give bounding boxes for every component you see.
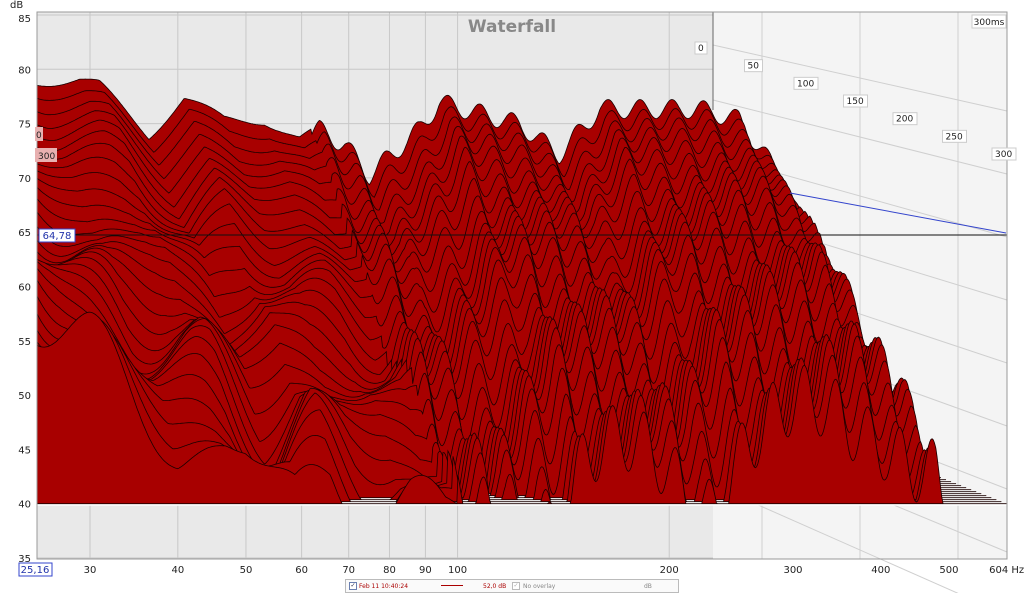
measurement-name[interactable]: Feb 11 10:40:24 [359,582,409,590]
left-time-label-0: 0 [36,131,42,141]
y-tick-label: 55 [18,337,31,348]
x-tick-label: 80 [383,565,396,576]
y-cursor-readout: 64,78 [43,231,72,242]
overlay-checkbox[interactable]: ✓ [512,582,520,590]
x-tick-label: 200 [660,565,679,576]
y-tick-label: 70 [18,174,31,185]
side-grid-line [712,99,1008,175]
y-cursor-readout-box [38,228,76,243]
x-tick-label: 50 [240,565,253,576]
time-tick-box [694,41,708,55]
trace-color-swatch [441,585,463,586]
time-tick-label: 300 [995,150,1012,160]
time-tick-box [843,94,868,108]
time-tick-box [991,147,1017,161]
y-tick-label: 65 [18,228,31,239]
slice-floor [37,501,1002,504]
left-time-label-box [35,148,57,162]
y-tick-label: 60 [18,283,31,294]
y-tick-label: 45 [18,445,31,456]
y-axis-label: dB [10,0,23,11]
slice-floor [37,499,997,502]
left-time-label-300: 300 [38,152,55,162]
y-tick-label: 85 [18,14,31,25]
time-tick-box [744,59,763,73]
time-tick-label: 100 [797,79,814,89]
x-tick-label: 500 [939,565,958,576]
side-grid-line [712,44,1008,112]
x-tick-label: 604 Hz [989,565,1024,576]
left-time-label-box [35,127,43,141]
cursor-projection-line [789,192,1007,234]
x-tick-label: 100 [448,565,467,576]
plot-frame [36,11,1008,560]
time-tick-label: 150 [847,97,864,107]
slice-floor [37,503,1007,506]
time-tick-label: 250 [946,132,963,142]
x-tick-label: 60 [295,565,308,576]
overlay-label: No overlay [523,582,556,590]
waterfall-slice [37,311,1007,505]
y-tick-label: 40 [18,500,31,511]
y-tick-label: 80 [18,65,31,76]
time-tick-box [892,112,918,126]
measurement-checkbox[interactable]: ✓ [349,582,357,590]
slices [37,78,1007,506]
x-tick-label: 70 [342,565,355,576]
time-range-label: 300ms [974,18,1005,28]
x-tick-label: 400 [871,565,890,576]
time-tick-label: 0 [698,44,704,54]
x-tick-label: 90 [419,565,432,576]
legend-bar: ✓ Feb 11 10:40:24 52,0 dB ✓ No overlay d… [345,579,679,593]
y-tick-label: 50 [18,391,31,402]
x-cursor-readout: 25,16 [21,565,50,576]
time-tick-label: 50 [748,62,760,72]
chart-title: Waterfall [468,17,556,37]
time-tick-label: 200 [896,115,913,125]
y-tick-label: 75 [18,120,31,131]
time-tick-box [942,129,967,143]
x-cursor-readout-box [18,562,53,577]
x-tick-label: 300 [783,565,802,576]
time-tick-box [793,76,819,90]
x-tick-label: 40 [171,565,184,576]
x-tick-label: 30 [84,565,97,576]
side-grid-line [712,484,959,593]
unit-label: dB [644,582,652,590]
y-tick-label: 35 [18,554,31,565]
time-range-label-box [971,14,1007,29]
measurement-level: 52,0 dB [483,582,507,590]
